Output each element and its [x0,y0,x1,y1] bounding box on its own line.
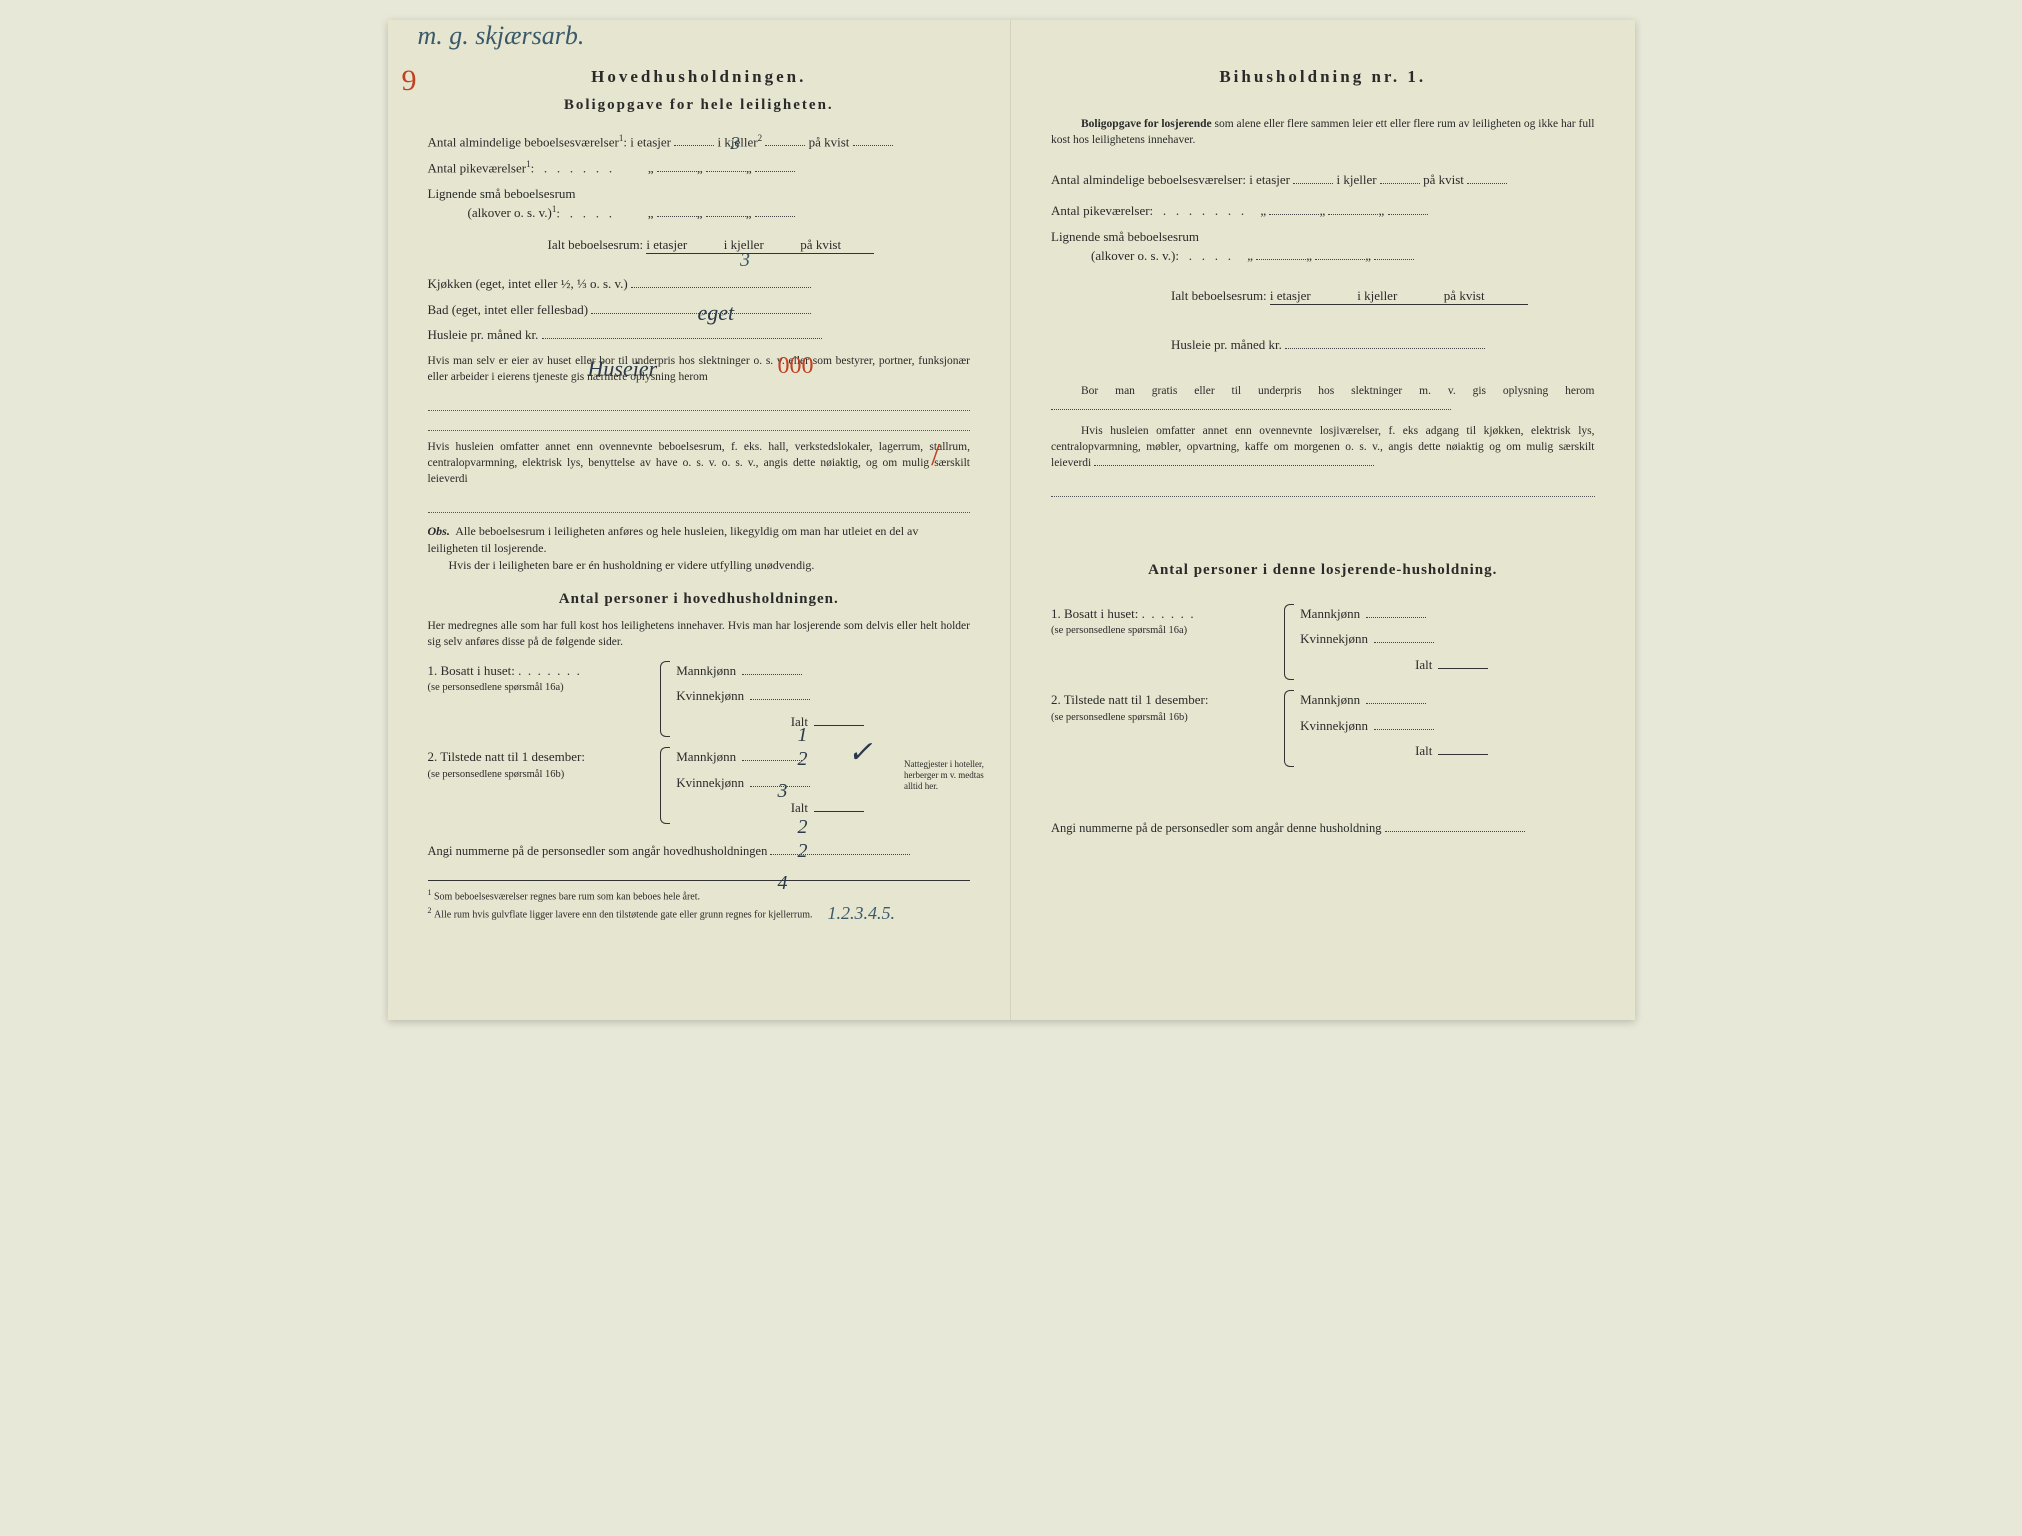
census-form-document: m. g. skjærsarb. 9 3 3 eget Huseier 000 … [388,20,1635,1020]
row-bosatt: 1. Bosatt i huset: . . . . . . . (se per… [428,661,971,738]
line-antal-vaerelser: Antal almindelige beboelsesværelser1: i … [428,132,971,152]
right-intro: Boligopgave for losjerende som alene ell… [1051,116,1595,148]
r-line-ialt: Ialt beboelsesrum: i etasjer i kjeller p… [1171,286,1595,306]
left-title-main: Hovedhusholdningen. [428,64,971,90]
obs-note: Obs. Alle beboelsesrum i leiligheten anf… [428,523,971,573]
line-lignende-rum: Lignende små beboelsesrum (alkover o. s.… [428,184,971,223]
line-kjokken: Kjøkken (eget, intet eller ½, ⅓ o. s. v.… [428,274,971,294]
page-right-bihusholdning: Bihusholdning nr. 1. Boligopgave for los… [1011,20,1635,1020]
r-note-gratis: Bor man gratis eller til underpris hos s… [1051,383,1595,415]
fill-line [1051,479,1595,497]
line-pikevaerelser: Antal pikeværelser1: . . . . . . „ „ „ [428,158,971,178]
r-row-bosatt: 1. Bosatt i huset: . . . . . . (se perso… [1051,604,1595,681]
line-husleie: Husleie pr. måned kr. [428,325,971,345]
side-note-nattegjester: Nattegjester i hoteller, herberger m v. … [904,759,1004,791]
footnotes: 1 Som beboelsesværelser regnes bare rum … [428,880,971,922]
right-title-main: Bihusholdning nr. 1. [1051,64,1595,90]
r-footer-nummerne: Angi nummerne på de personsedler som ang… [1051,819,1595,838]
line-bad: Bad (eget, intet eller fellesbad) [428,300,971,320]
r-row-tilstede: 2. Tilstede natt til 1 desember: (se per… [1051,690,1595,767]
row-tilstede: 2. Tilstede natt til 1 desember: (se per… [428,747,971,824]
r-line-lignende: Lignende små beboelsesrum (alkover o. s.… [1051,227,1595,266]
fill-line [428,495,971,513]
left-title-sub: Boligopgave for hele leiligheten. [428,94,971,117]
line-ialt-beboelsesrum: Ialt beboelsesrum: i etasjer i kjeller p… [548,235,971,255]
handwriting-red-9: 9 [402,58,417,103]
section-antal-personer: Antal personer i hovedhusholdningen. [428,588,971,611]
fill-line [428,393,971,411]
footer-nummerne: Angi nummerne på de personsedler som ang… [428,842,971,861]
label-antal-vaerelser: Antal almindelige beboelsesværelser [428,134,619,149]
r-note-husleie-omfatter: Hvis husleien omfatter annet enn ovennev… [1051,423,1595,471]
r-line-husleie: Husleie pr. måned kr. [1171,335,1595,355]
r-section-antal-personer: Antal personer i denne losjerende-hushol… [1051,559,1595,582]
page-left-hovedhusholdningen: m. g. skjærsarb. 9 3 3 eget Huseier 000 … [388,20,1012,1020]
note-husleie-omfatter: Hvis husleien omfatter annet enn ovennev… [428,439,971,487]
section2-note: Her medregnes alle som har full kost hos… [428,618,971,650]
fill-line [428,413,971,431]
note-eier: Hvis man selv er eier av huset eller bor… [428,353,971,385]
r-line-antal-vaerelser: Antal almindelige beboelsesværelser: i e… [1051,170,1595,190]
r-line-pikevaerelser: Antal pikeværelser: . . . . . . . „ „ „ [1051,201,1595,221]
